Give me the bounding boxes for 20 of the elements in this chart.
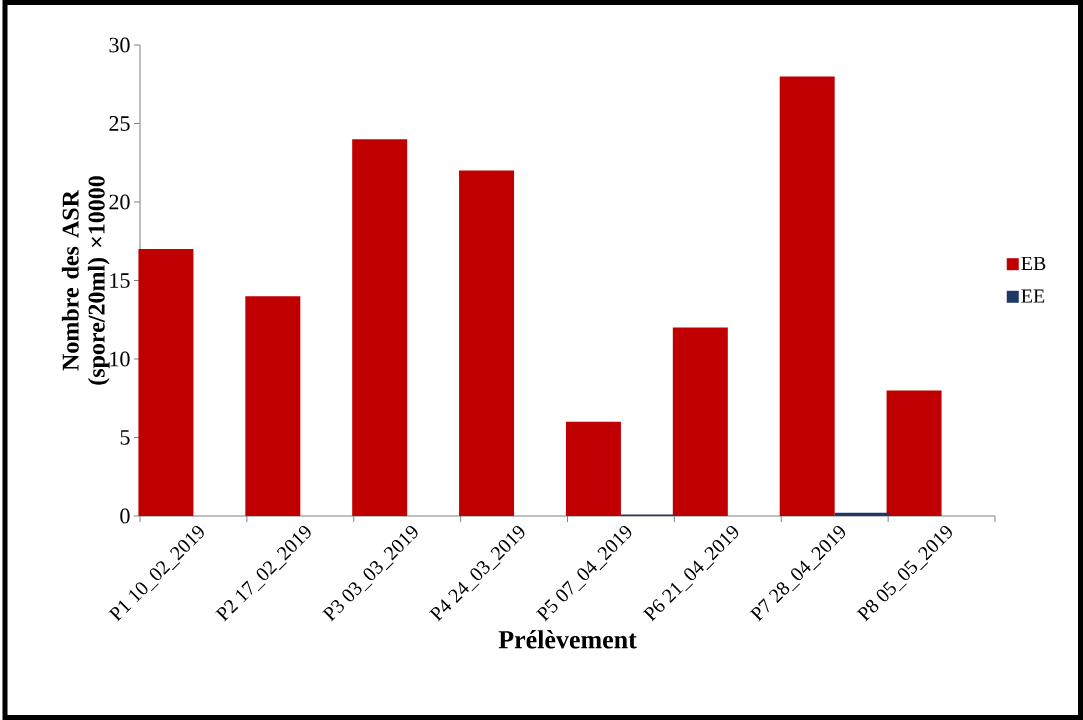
x-axis-title: Prélèvement <box>498 630 637 649</box>
bar <box>565 421 621 516</box>
y-tick-label: 15 <box>110 273 130 288</box>
bar <box>672 327 728 516</box>
bar <box>886 390 942 516</box>
bar <box>459 170 515 516</box>
y-tick-label: 5 <box>120 430 130 445</box>
y-tick-label: 0 <box>120 508 130 524</box>
bar <box>779 76 835 516</box>
y-tick-label: 30 <box>109 37 130 53</box>
y-tick-label: 20 <box>109 194 130 210</box>
legend-label: EB <box>1021 256 1046 271</box>
bar <box>138 249 194 516</box>
legend-label: EE <box>1021 289 1045 303</box>
bar <box>245 296 301 516</box>
y-tick-label: 25 <box>109 116 130 131</box>
y-tick-label: 10 <box>110 351 130 367</box>
bar <box>834 512 890 516</box>
y-axis-title: Nombre des ASR (spore/20ml) ×10000 <box>61 176 110 385</box>
bar <box>352 139 408 516</box>
